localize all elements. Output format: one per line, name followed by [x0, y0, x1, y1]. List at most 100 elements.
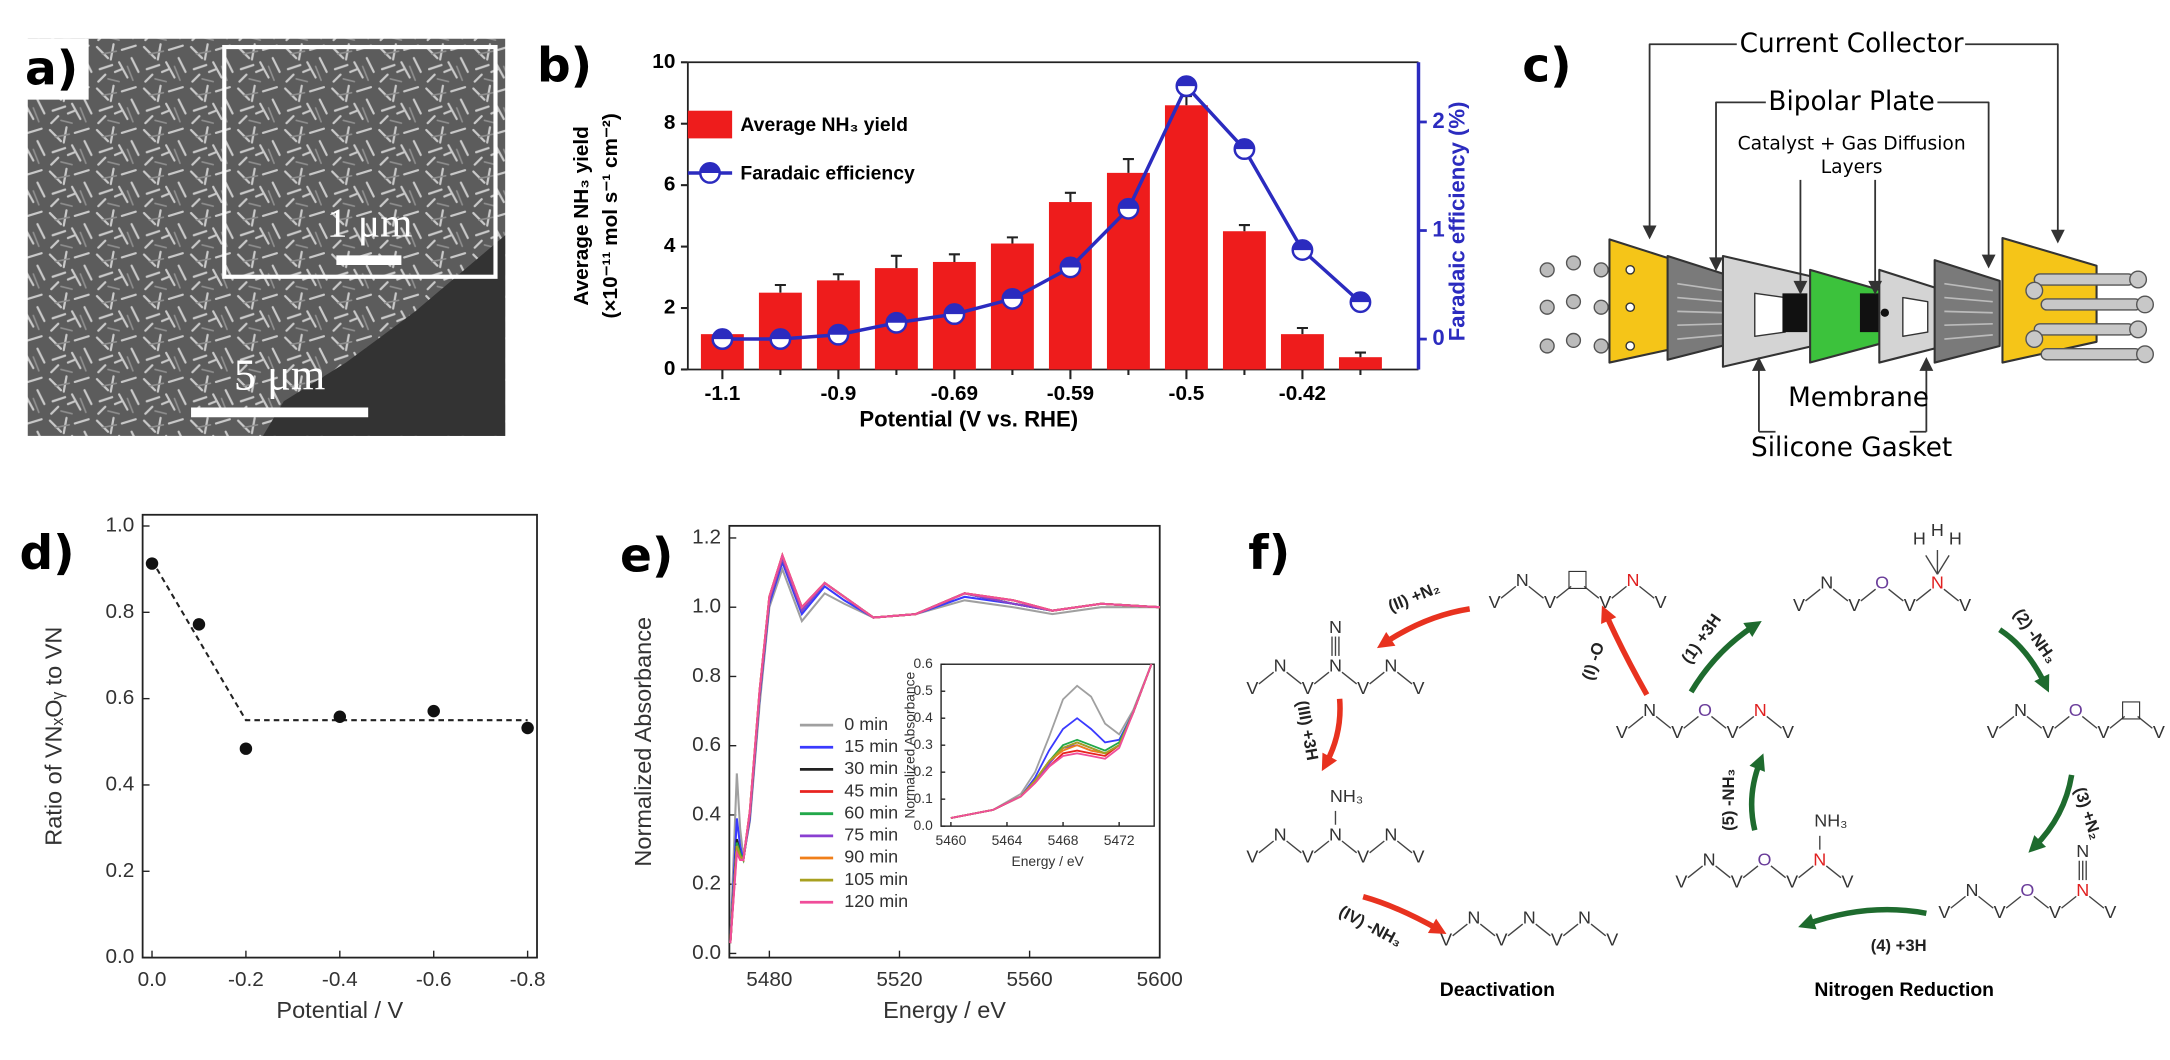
atom: N: [1274, 825, 1287, 845]
marker-half: [1118, 199, 1139, 209]
fe-marker: [827, 323, 850, 346]
arrow-head: [2034, 673, 2050, 693]
callout-arrowheads: [1642, 225, 2065, 371]
y-tick-label: 0: [664, 357, 676, 380]
bond: [1627, 715, 1644, 729]
bond: [1286, 840, 1302, 854]
sem-image: 1 μm 5 μm: [19, 38, 506, 436]
bond: [1825, 865, 1842, 879]
atom: V: [1302, 847, 1314, 867]
inset-background: [941, 664, 1155, 827]
legend-swatch: [687, 110, 733, 139]
cell-diagram: Current Collector Bipolar Plate Catalyst…: [1539, 29, 2154, 463]
bond: [1683, 715, 1699, 729]
bar: [1280, 334, 1324, 370]
x-tick-label: 5600: [1137, 968, 1183, 991]
bond: [1341, 671, 1358, 685]
cell-label: Layers: [1821, 157, 1883, 178]
x-tick-label: -0.8: [510, 968, 546, 991]
x-tick-label: -0.2: [228, 968, 264, 991]
bond: [1888, 588, 1904, 602]
atom: N: [1643, 700, 1656, 720]
atom: V: [1938, 902, 1950, 922]
data-point: [333, 710, 347, 723]
x-tick-label: -0.5: [1169, 382, 1205, 405]
marker-half: [1350, 292, 1371, 303]
cell-label: Catalyst + Gas Diffusion: [1738, 133, 1966, 154]
bond: [2088, 895, 2105, 909]
x-tick-label: -0.4: [322, 968, 358, 991]
bond: [1978, 895, 1994, 909]
error-bar: [1122, 158, 1134, 173]
bond: [1710, 715, 1727, 729]
bond: [2081, 715, 2098, 729]
atom: V: [2049, 902, 2061, 922]
error-bar: [1006, 236, 1018, 244]
marker-half: [1176, 76, 1197, 87]
bond: [1925, 555, 1939, 575]
fe-marker: [1349, 291, 1372, 314]
y-axis-label: Ratio of VNₓOᵧ to VN: [41, 627, 67, 846]
arrow-head: [1798, 913, 1817, 930]
atom: V: [1671, 722, 1683, 742]
marker-half: [712, 329, 733, 340]
spectrum-line: [729, 566, 1160, 944]
error-bar: [948, 253, 960, 262]
cell-label: Membrane: [1788, 383, 1929, 413]
bond: [1832, 588, 1849, 602]
atom: N: [1384, 656, 1397, 676]
x-tick-label: 5480: [746, 968, 792, 991]
legend-label: 120 min: [844, 891, 908, 911]
atom: V: [1246, 847, 1258, 867]
error-bar: [832, 273, 844, 281]
atom: N: [1754, 700, 1767, 720]
legend-label: Average NH₃ yield: [740, 114, 907, 136]
x-axis-label: Energy / eV: [883, 997, 1006, 1023]
atom: N: [1329, 617, 1342, 637]
step-label: (I) -O: [1578, 640, 1608, 683]
bond: [2054, 715, 2070, 729]
error-bar: [1296, 326, 1308, 335]
fe-marker: [1291, 239, 1314, 262]
inset-frame: [222, 44, 498, 279]
y-tick-label: 1.2: [692, 525, 721, 548]
y2-tick-label: 1: [1432, 216, 1444, 241]
bond: [1715, 865, 1731, 879]
y-axis-label: Normalized Absorbance: [901, 671, 917, 818]
atom: V: [1412, 678, 1424, 698]
bond: [1590, 923, 1607, 937]
fe-marker: [1175, 75, 1198, 98]
error-bar: [1064, 191, 1076, 203]
arrow-head: [1321, 752, 1338, 772]
y2-axis-label: Faradaic efficiency (%): [1444, 102, 1469, 342]
marker-half: [1002, 289, 1023, 299]
bond: [1396, 840, 1413, 854]
atom: V: [1551, 930, 1563, 950]
bond: [1313, 840, 1330, 854]
bond: [1655, 715, 1672, 729]
fit-line: [151, 560, 528, 722]
bond: [2033, 895, 2050, 909]
y2-tick-label: 2: [1432, 108, 1444, 133]
panel-label: e): [620, 529, 673, 584]
x-tick-label: -0.9: [821, 382, 857, 405]
x-axis-label: Potential / V: [276, 997, 403, 1023]
atom: V: [1616, 722, 1628, 742]
fe-marker: [699, 162, 721, 184]
atom: N: [1329, 656, 1342, 676]
legend-label: 30 min: [844, 758, 898, 778]
atom: O: [2069, 700, 2083, 720]
x-tick-label: 5460: [936, 832, 967, 848]
atom: NH₃: [1330, 786, 1363, 806]
bond: [1528, 585, 1544, 599]
atom: V: [1606, 930, 1618, 950]
bond: [1286, 671, 1302, 685]
atom: N: [1329, 825, 1342, 845]
bond: [2109, 715, 2126, 729]
atom: V: [1731, 872, 1743, 892]
panel-label: f): [1248, 526, 1290, 581]
bond: [1766, 715, 1782, 729]
catalyst-layer: [1782, 293, 1808, 333]
y-axis-label: Average NH₃ yield: [570, 126, 593, 306]
atom: O: [2020, 880, 2034, 900]
